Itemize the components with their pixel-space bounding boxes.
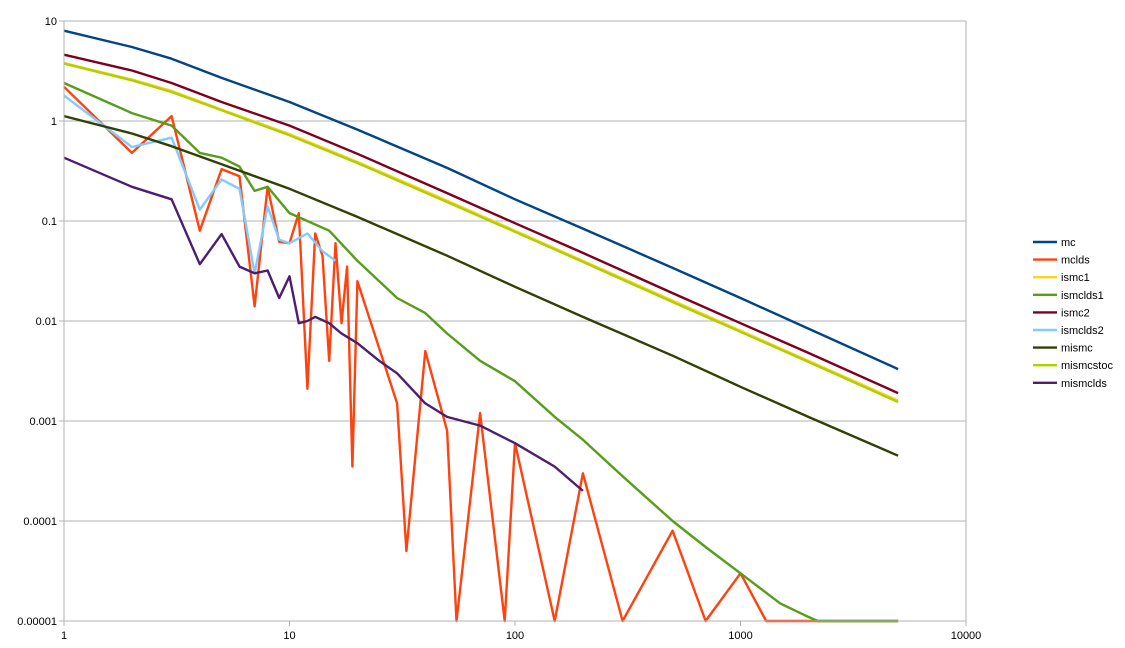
legend: mc mclds ismc1 ismclds1 ismc2 ismclds2 mismc mi…	[1033, 237, 1113, 390]
y-axis-ticks: 10 1 0.1 0.01 0.001 0.0001 0.00001	[17, 16, 64, 628]
x-tick-label: 1	[61, 630, 67, 642]
legend-label-mismclds: mismclds	[1061, 378, 1107, 390]
y-tick-label: 0.1	[42, 216, 57, 228]
x-tick-label: 10	[283, 630, 295, 642]
series-line-ismc1	[63, 61, 899, 402]
series-line-mismc	[63, 114, 899, 457]
x-tick-label: 10000	[951, 630, 982, 642]
series-line-mc	[63, 29, 899, 371]
legend-label-mismc: mismc	[1061, 343, 1093, 355]
series-line-ismc2	[63, 53, 899, 395]
legend-label-mc: mc	[1061, 237, 1076, 249]
y-tick-label: 0.001	[29, 416, 57, 428]
series-line-ismclds2	[63, 94, 337, 275]
x-tick-label: 1000	[728, 630, 752, 642]
legend-label-mismcstoc: mismcstoc	[1061, 360, 1113, 372]
legend-label-ismc1: ismc1	[1061, 272, 1090, 284]
series-line-mismclds	[63, 156, 584, 492]
grid-lines	[64, 20, 966, 622]
y-tick-label: 10	[45, 16, 57, 28]
x-tick-label: 100	[506, 630, 524, 642]
x-axis-ticks: 1 10 100 1000 10000	[61, 621, 981, 642]
y-tick-label: 0.00001	[17, 616, 57, 628]
legend-label-ismclds2: ismclds2	[1061, 325, 1104, 337]
legend-label-ismclds1: ismclds1	[1061, 290, 1104, 302]
series-line-ismclds1	[63, 81, 899, 623]
y-tick-label: 0.01	[36, 316, 57, 328]
series-lines	[63, 29, 899, 623]
series-line-mismcstoc	[63, 62, 899, 404]
y-tick-label: 1	[51, 116, 57, 128]
legend-label-ismc2: ismc2	[1061, 307, 1090, 319]
legend-label-mclds: mclds	[1061, 255, 1090, 267]
y-tick-label: 0.0001	[23, 516, 57, 528]
series-line-mclds	[63, 85, 899, 623]
